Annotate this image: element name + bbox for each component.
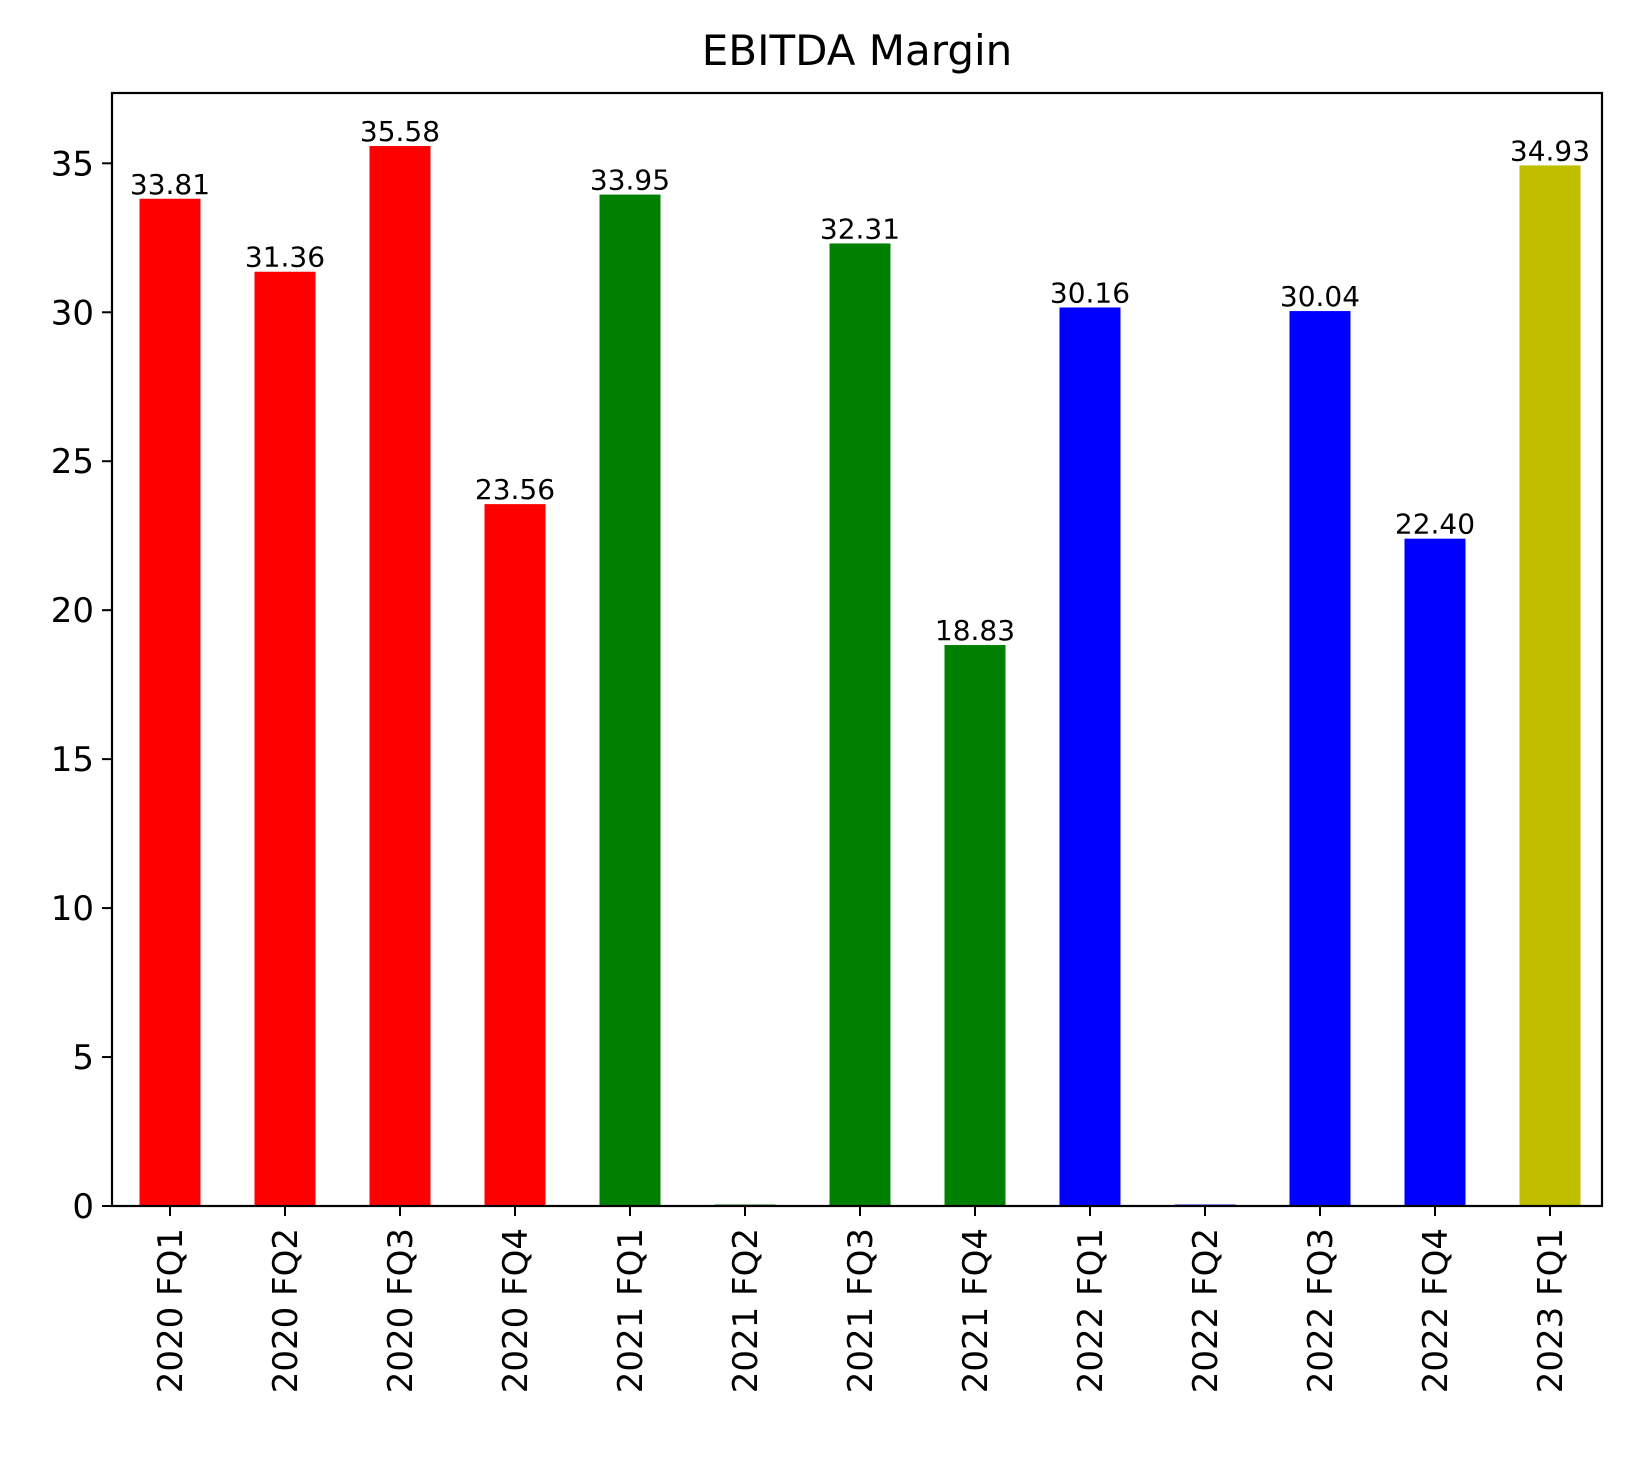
x-tick-label: 2022 FQ2 xyxy=(1186,1228,1226,1393)
bars-layer xyxy=(139,146,1581,1207)
bar-value-label: 30.16 xyxy=(1050,276,1130,309)
bar-1 xyxy=(254,271,316,1206)
y-tick-label: 0 xyxy=(72,1187,94,1227)
y-tick-label: 20 xyxy=(51,591,94,631)
x-tick-label: 2021 FQ2 xyxy=(726,1228,766,1393)
x-tick-label: 2023 FQ1 xyxy=(1531,1228,1571,1393)
bar-3 xyxy=(484,504,546,1206)
y-tick-label: 10 xyxy=(51,889,94,929)
x-tick-label: 2022 FQ4 xyxy=(1416,1228,1456,1393)
bar-value-label: 23.56 xyxy=(475,473,555,506)
bar-value-label: 18.83 xyxy=(935,614,1015,647)
x-axis: 2020 FQ1 2020 FQ2 2020 FQ3 2020 FQ4 2021 FQ1… xyxy=(151,1206,1571,1393)
x-tick-label: 2020 FQ1 xyxy=(151,1228,191,1393)
bar-8 xyxy=(1059,307,1121,1206)
y-tick-label: 25 xyxy=(51,442,94,482)
bar-value-label: 33.95 xyxy=(590,164,670,197)
bar-value-label: 22.40 xyxy=(1395,508,1475,541)
bar-value-label: 31.36 xyxy=(245,241,325,274)
x-tick-label: 2020 FQ2 xyxy=(266,1228,306,1393)
x-tick-label: 2020 FQ3 xyxy=(381,1228,421,1393)
bar-value-label: 35.58 xyxy=(360,115,440,148)
bar-value-label: 30.04 xyxy=(1280,280,1360,313)
bar-10 xyxy=(1289,311,1351,1206)
bar-12 xyxy=(1519,165,1581,1206)
x-tick-label: 2021 FQ4 xyxy=(956,1228,996,1393)
y-tick-label: 15 xyxy=(51,740,94,780)
x-tick-label: 2022 FQ1 xyxy=(1071,1228,1111,1393)
value-labels-layer: 33.81 31.36 35.58 23.56 33.95 32.31 18.83 30.16… xyxy=(130,115,1590,647)
bar-value-label: 34.93 xyxy=(1510,134,1590,167)
bar-4 xyxy=(599,194,661,1206)
bar-11 xyxy=(1404,538,1466,1206)
bar-6 xyxy=(829,243,891,1206)
x-tick-label: 2020 FQ4 xyxy=(496,1228,536,1393)
bar-value-label: 32.31 xyxy=(820,212,900,245)
bar-value-label: 33.81 xyxy=(130,168,210,201)
bar-2 xyxy=(369,146,431,1207)
x-tick-label: 2021 FQ3 xyxy=(841,1228,881,1393)
bar-7 xyxy=(944,645,1006,1206)
bar-0 xyxy=(139,198,201,1206)
x-tick-label: 2022 FQ3 xyxy=(1301,1228,1341,1393)
y-tick-label: 35 xyxy=(51,144,94,184)
y-tick-label: 5 xyxy=(72,1038,94,1078)
x-tick-label: 2021 FQ1 xyxy=(611,1228,651,1393)
y-tick-label: 30 xyxy=(51,293,94,333)
plot-frame xyxy=(110,91,1604,1208)
y-axis: 0 5 10 15 20 25 30 35 xyxy=(51,144,112,1227)
chart-title: EBITDA Margin xyxy=(702,26,1013,75)
